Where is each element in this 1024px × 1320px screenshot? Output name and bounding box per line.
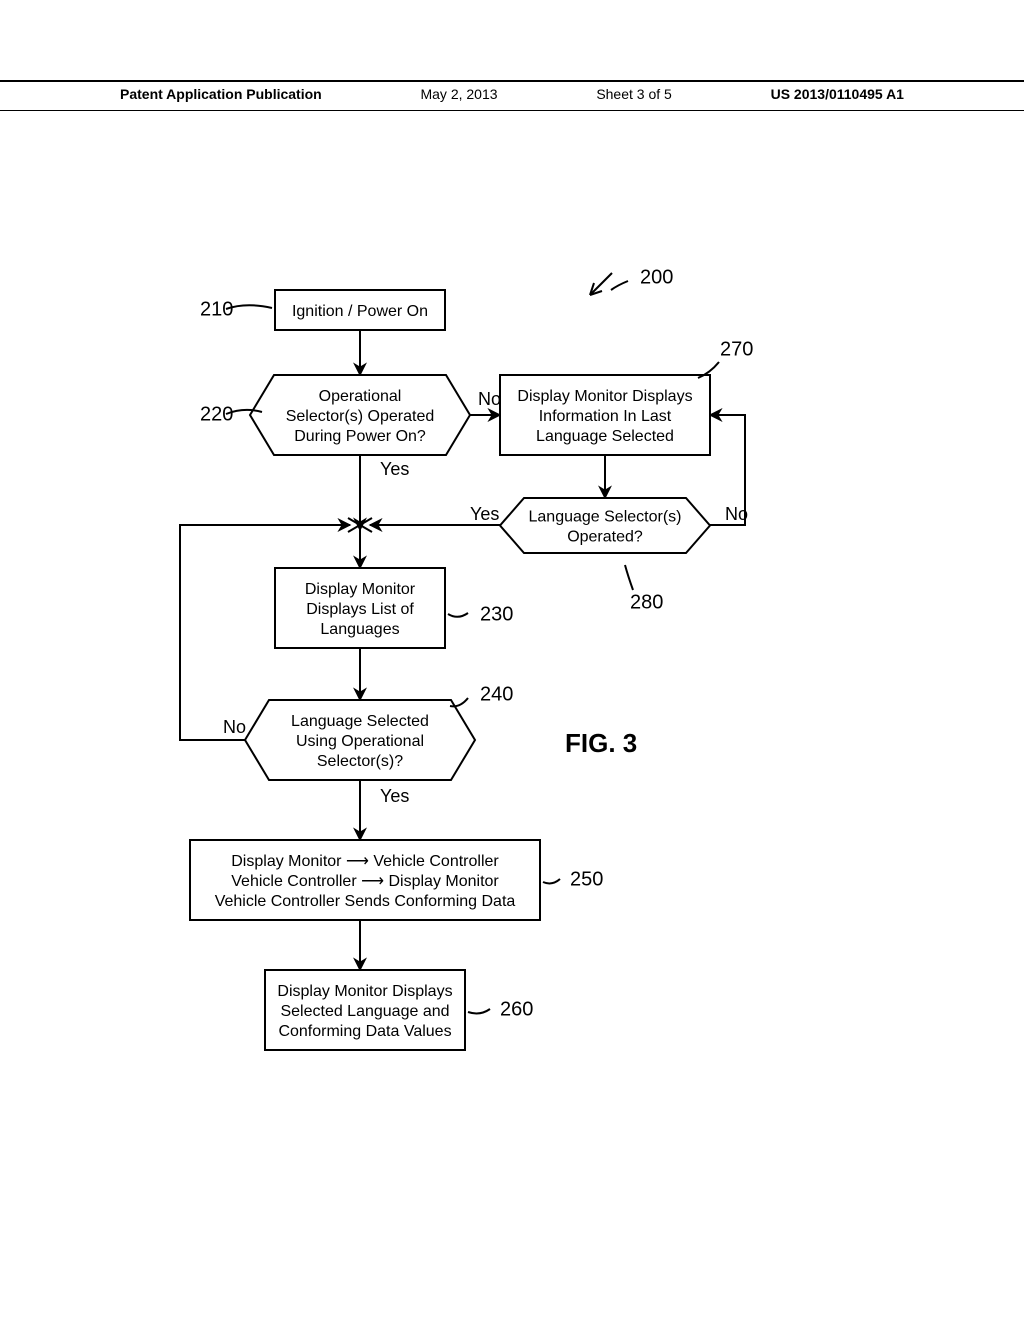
pointer-200-arrow <box>590 273 612 295</box>
ref-label: 240 <box>480 683 513 705</box>
ref-connector <box>625 565 633 590</box>
ref-connector <box>468 1009 490 1013</box>
edge-label: Yes <box>380 786 409 806</box>
node-text: Display Monitor ⟶ Vehicle Controller <box>231 853 499 870</box>
node-text: Vehicle Controller Sends Conforming Data <box>215 893 516 910</box>
ref-label: 230 <box>480 603 513 625</box>
ref-label: 250 <box>570 868 603 890</box>
nodes-layer: Ignition / Power On Operational Selector(s… <box>190 290 710 1050</box>
figure-label: FIG. 3 <box>565 728 637 758</box>
node-text: Selector(s)? <box>317 753 403 770</box>
flowchart-diagram: Ignition / Power On Operational Selector(s… <box>0 0 1024 1320</box>
node-text: Displays List of <box>306 601 414 618</box>
edge-label: No <box>478 389 501 409</box>
node-text: Using Operational <box>296 733 424 750</box>
edge-label: No <box>725 504 748 524</box>
node-text: Selected Language and <box>280 1003 449 1020</box>
ref-label: 210 <box>200 298 233 320</box>
ref-connector <box>611 281 628 290</box>
node-text: Display Monitor Displays <box>517 388 692 405</box>
node-text: Conforming Data Values <box>278 1023 451 1040</box>
node-text: Operated? <box>567 529 643 546</box>
node-text: Display Monitor <box>305 581 416 598</box>
node-text: Vehicle Controller ⟶ Display Monitor <box>231 873 499 890</box>
node-text: During Power On? <box>294 428 426 445</box>
ref-label: 280 <box>630 591 663 613</box>
node-text: Ignition / Power On <box>292 303 428 320</box>
ref-label: 260 <box>500 998 533 1020</box>
ref-label: 200 <box>640 266 673 288</box>
edge-label: Yes <box>380 459 409 479</box>
node-text: Language Selector(s) <box>529 509 682 526</box>
edge-label: Yes <box>470 504 499 524</box>
ref-connector <box>448 613 468 617</box>
node-text: Information In Last <box>539 408 672 425</box>
ref-label: 270 <box>720 338 753 360</box>
ref-connector <box>543 879 560 883</box>
ref-label: 220 <box>200 403 233 425</box>
node-text: Languages <box>320 621 399 638</box>
node-text: Language Selected <box>291 713 429 730</box>
node-text: Operational <box>319 388 402 405</box>
node-text: Language Selected <box>536 428 674 445</box>
node-text: Display Monitor Displays <box>277 983 452 1000</box>
node-text: Selector(s) Operated <box>286 408 435 425</box>
edge-label: No <box>223 717 246 737</box>
